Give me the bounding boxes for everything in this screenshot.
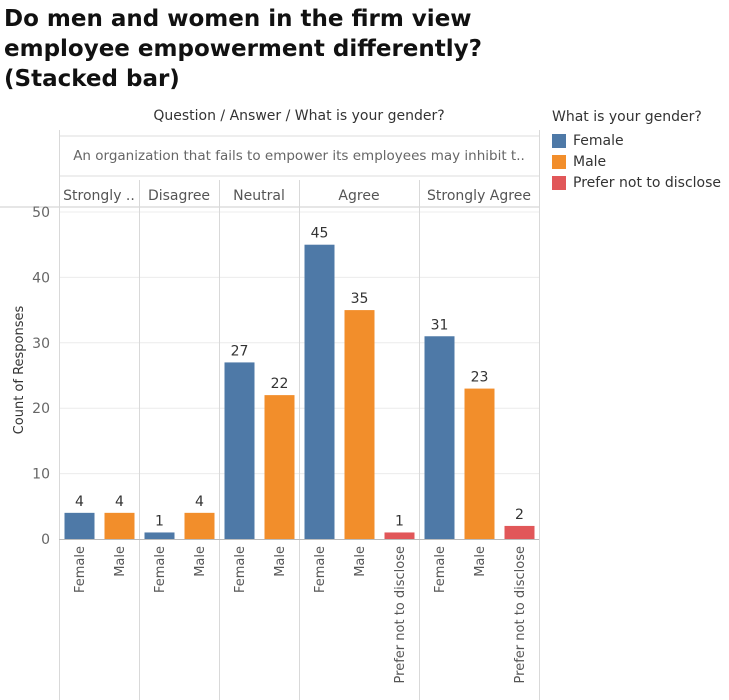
legend-swatch-male (552, 154, 566, 169)
legend-label-female: Female (573, 132, 624, 149)
pane-dividers (59, 130, 540, 700)
bar-strongly-female (64, 512, 95, 539)
answer-header-disagree: Disagree (148, 188, 210, 204)
x-tick-label-disagree-female: Female (153, 546, 168, 593)
bar-label-strongly-agree-prefer-not-to-disclose: 2 (515, 507, 524, 523)
bar-label-strongly-agree-male: 23 (471, 370, 489, 386)
x-tick-label-strongly-female: Female (73, 546, 88, 593)
bar-label-strongly-male: 4 (115, 494, 124, 510)
question-header: An organization that fails to empower it… (73, 148, 525, 164)
chart-title-line-2: employee empowerment differently? (4, 36, 482, 62)
bar-strongly-agree-prefer-not-to-disclose (504, 525, 535, 539)
x-tick-label-agree-prefer-not-to-disclose: Prefer not to disclose (393, 546, 408, 683)
x-tick-label-strongly-agree-female: Female (433, 546, 448, 593)
x-tick-label-neutral-male: Male (273, 546, 288, 577)
y-tick-label-50: 50 (32, 205, 50, 221)
legend-item-male[interactable]: Male (552, 151, 721, 172)
y-tick-label-20: 20 (32, 401, 50, 417)
legend-swatch-prefer-not-to-disclose (552, 175, 566, 190)
x-tick-label-strongly-agree-male: Male (473, 546, 488, 577)
bars (64, 244, 535, 539)
legend-item-female[interactable]: Female (552, 130, 721, 151)
bar-strongly-agree-female (424, 336, 455, 539)
legend-label-prefer-not-to-disclose: Prefer not to disclose (573, 174, 722, 191)
bar-label-agree-male: 35 (351, 291, 369, 307)
chart-title-line-1: Do men and women in the firm view (4, 6, 472, 32)
x-tick-label-strongly-agree-prefer-not-to-disclose: Prefer not to disclose (513, 546, 528, 683)
x-tick-label-agree-female: Female (313, 546, 328, 593)
bar-label-disagree-male: 4 (195, 494, 204, 510)
bar-neutral-female (224, 362, 255, 539)
bar-value-labels: 4 4 1 4 27 22 45 35 1 31 23 2 (75, 226, 524, 530)
chart-title-line-3: (Stacked bar) (4, 66, 180, 92)
bar-label-disagree-female: 1 (155, 513, 164, 529)
bar-neutral-male (264, 395, 295, 539)
x-tick-label-strongly-male: Male (113, 546, 128, 577)
header-dividers (0, 135, 539, 208)
answer-header-agree: Agree (338, 188, 379, 204)
bar-agree-prefer-not-to-disclose (384, 532, 415, 539)
bar-label-agree-female: 45 (311, 226, 329, 242)
column-header-path: Question / Answer / What is your gender? (153, 108, 444, 124)
bar-label-strongly-agree-female: 31 (431, 317, 449, 333)
legend-title: What is your gender? (552, 109, 702, 125)
y-tick-label-30: 30 (32, 336, 50, 352)
answer-header-strongly-agree: Strongly Agree (427, 188, 531, 204)
y-axis-title: Count of Responses (12, 305, 27, 434)
answer-header-strongly: Strongly .. (63, 188, 135, 204)
x-tick-label-neutral-female: Female (233, 546, 248, 593)
y-axis: Count of Responses 0 10 20 30 40 50 (12, 205, 50, 548)
bar-label-strongly-female: 4 (75, 494, 84, 510)
legend-label-male: Male (573, 153, 607, 170)
bar-label-agree-prefer-not-to-disclose: 1 (395, 513, 404, 529)
bar-strongly-male (104, 512, 135, 539)
x-tick-label-disagree-male: Male (193, 546, 208, 577)
x-axis-labels: Female Male Female Male Female Male Female Male… (73, 546, 528, 683)
bar-strongly-agree-male (464, 388, 495, 539)
bar-agree-male (344, 310, 375, 539)
legend: What is your gender? Female Male Prefer … (552, 108, 721, 193)
y-tick-label-40: 40 (32, 270, 50, 286)
bar-label-neutral-male: 22 (271, 376, 289, 392)
x-tick-label-agree-male: Male (353, 546, 368, 577)
chart-title: Do men and women in the firm view employ… (4, 4, 524, 94)
bar-agree-female (304, 244, 335, 539)
bar-disagree-female (144, 532, 175, 539)
answer-headers: Strongly .. Disagree Neutral Agree Strongly … (63, 188, 531, 204)
bar-label-neutral-female: 27 (231, 343, 249, 359)
y-tick-label-10: 10 (32, 467, 50, 483)
y-tick-label-0: 0 (41, 532, 50, 548)
bar-disagree-male (184, 512, 215, 539)
answer-header-neutral: Neutral (233, 188, 285, 204)
legend-item-prefer-not-to-disclose[interactable]: Prefer not to disclose (552, 172, 721, 193)
legend-swatch-female (552, 133, 566, 148)
